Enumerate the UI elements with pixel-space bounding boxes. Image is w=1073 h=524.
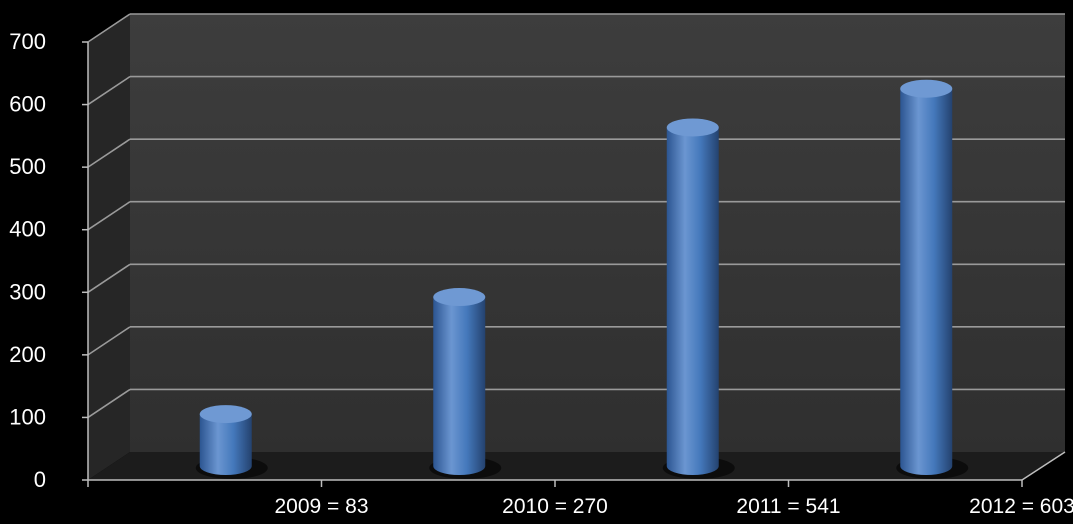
y-tick-label: 300 [9,279,46,304]
bar [195,405,268,479]
x-category-label: 2011 = 541 [736,495,840,518]
y-tick-label: 700 [9,29,46,54]
y-tick-label: 500 [9,154,46,179]
floor-edge [1021,451,1066,481]
bar [896,79,969,479]
gridline-side [87,326,131,356]
side-wall [88,14,130,480]
y-tick-label: 100 [9,404,46,429]
y-tick-label: 0 [34,467,46,492]
bar-top [666,118,719,137]
x-category-label: 2009 = 83 [274,495,368,518]
floor [88,452,1065,480]
x-category-label: 2010 = 270 [502,495,608,518]
y-tick-label: 600 [9,92,46,117]
bar-body [199,414,252,475]
axes [87,42,1066,487]
x-category-label: 2012 = 603 [969,495,1073,518]
bar-top [433,288,486,307]
bar [662,118,735,479]
bar-body [433,297,486,475]
x-axis-category-labels: 2009 = 83 2010 = 270 2011 = 541 2012 = 603 [274,495,1073,518]
gridline-side [87,13,131,43]
y-tick-label: 200 [9,342,46,367]
gridline-side [87,263,131,293]
bar-series [195,79,969,479]
gridline-side [87,75,131,106]
gridline-side [87,388,131,419]
gridline-side [87,201,131,231]
gridline-side [87,138,131,168]
bar-top [199,405,252,424]
bar-top [900,79,953,98]
bar [429,288,502,479]
bar-body [666,127,719,475]
y-axis-tick-labels: 0 100 200 300 400 500 600 700 [9,29,88,492]
bar-body [900,88,953,476]
y-tick-label: 400 [9,217,46,242]
